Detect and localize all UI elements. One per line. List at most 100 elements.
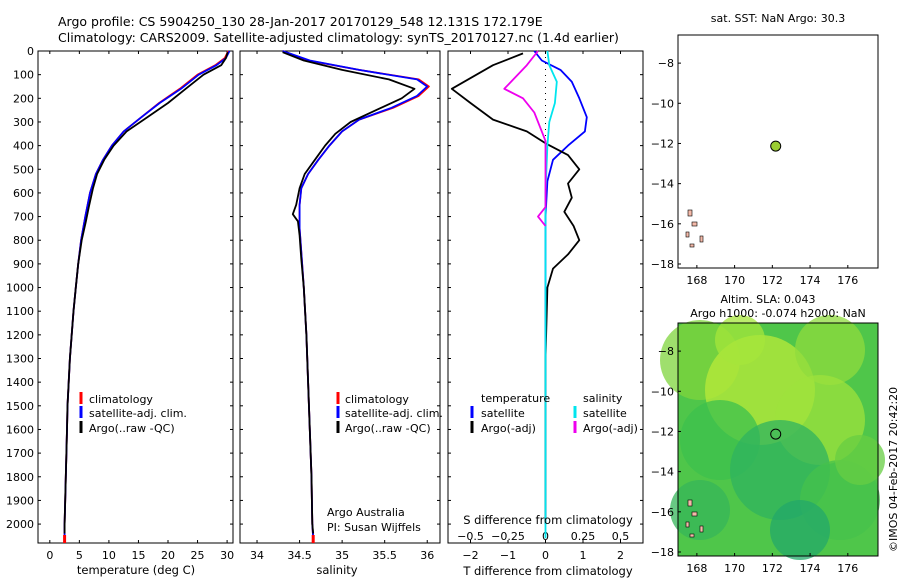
x-tick-label: 0 xyxy=(542,549,549,562)
difference-panel: −2 −1 0 1 2−0.5 −0.25 0 0.25 0.5 xyxy=(447,50,644,562)
x-tick-label: 2 xyxy=(617,549,624,562)
x-tick-label: 36 xyxy=(420,549,434,562)
legend-title-temperature: temperature xyxy=(481,392,550,405)
credit-text: ©IMOS 04-Feb-2017 20:42:20 xyxy=(887,386,900,552)
map-x-tick-label: 170 xyxy=(724,274,745,287)
x-tick-label: −1 xyxy=(500,549,516,562)
sla-blob xyxy=(795,315,865,385)
difference-top-xlabel: S difference from climatology xyxy=(463,513,633,527)
island xyxy=(687,499,693,507)
sla-blob xyxy=(670,480,730,540)
x-tick-label: 25 xyxy=(191,549,205,562)
top-x-tick-label: 0.25 xyxy=(571,530,596,543)
legend-label-argo: Argo(..raw -QC) xyxy=(89,422,175,435)
legend-label-temp-argo: Argo(-adj) xyxy=(481,422,536,435)
map-y-tick-label: −16 xyxy=(651,506,674,519)
map-y-tick-label: −18 xyxy=(651,258,674,271)
map-x-tick-label: 174 xyxy=(800,274,821,287)
temperature-panel: 0100200300400500600700800900100011001200… xyxy=(6,45,234,562)
map-background xyxy=(678,35,878,268)
map-x-tick-label: 174 xyxy=(800,562,821,575)
difference-xlabel: T difference from climatology xyxy=(462,564,633,578)
map-x-tick-label: 170 xyxy=(724,562,745,575)
series-line-satellite-adj-clim- xyxy=(63,50,231,539)
sla-map-title-line1: Altim. SLA: 0.043 xyxy=(720,293,815,306)
legend-label-climatology: climatology xyxy=(345,393,409,406)
island xyxy=(699,235,704,243)
legend-label-sal-satellite: satellite xyxy=(583,407,627,420)
map-y-tick-label: −16 xyxy=(651,218,674,231)
x-tick-label: 5 xyxy=(76,549,83,562)
legend-label-argo: Argo(..raw -QC) xyxy=(345,422,431,435)
annotation-pi: PI: Susan Wijffels xyxy=(327,521,421,534)
island xyxy=(691,511,698,517)
temperature-xlabel: temperature (deg C) xyxy=(77,563,195,577)
y-tick-label: 1300 xyxy=(6,353,34,366)
y-tick-label: 1000 xyxy=(6,282,34,295)
x-tick-label: 34.5 xyxy=(287,549,312,562)
series-line-temperature-satellite xyxy=(533,50,588,525)
y-tick-label: 100 xyxy=(13,69,34,82)
series-line-salinity-satellite xyxy=(544,50,558,539)
legend-label-satellite: satellite-adj. clim. xyxy=(345,407,443,420)
sst-map-panel: 168 170 172 174 176 −8 −10 −12 −14 −16 −18 xyxy=(651,34,879,287)
y-tick-label: 400 xyxy=(13,140,34,153)
legend-label-satellite: satellite-adj. clim. xyxy=(89,407,187,420)
legend-label-climatology: climatology xyxy=(89,393,153,406)
map-y-tick-label: −10 xyxy=(651,385,674,398)
sla-blob xyxy=(770,500,830,560)
map-x-tick-label: 172 xyxy=(762,562,783,575)
x-tick-label: 34 xyxy=(250,549,264,562)
top-x-tick-label: −0.5 xyxy=(457,530,484,543)
header-line-1: Argo profile: CS 5904250_130 28-Jan-2017… xyxy=(58,14,543,29)
island xyxy=(699,525,704,533)
plot-frame xyxy=(239,50,441,544)
x-tick-label: 10 xyxy=(102,549,116,562)
sla-map-title-line2: Argo h1000: -0.074 h2000: NaN xyxy=(690,307,866,320)
island xyxy=(685,521,690,528)
map-x-tick-label: 168 xyxy=(686,274,707,287)
y-tick-label: 1600 xyxy=(6,423,34,436)
x-tick-label: 1 xyxy=(580,549,587,562)
x-tick-label: 30 xyxy=(220,549,234,562)
temperature-legend: climatology satellite-adj. clim. Argo(..… xyxy=(79,392,187,435)
map-x-tick-label: 176 xyxy=(837,562,858,575)
difference-legend: temperature satellite Argo(-adj) salinit… xyxy=(470,392,638,435)
top-x-tick-label: 0.5 xyxy=(612,530,630,543)
x-tick-label: 35.5 xyxy=(372,549,397,562)
plot-frame xyxy=(37,50,234,544)
sst-map-title: sat. SST: NaN Argo: 30.3 xyxy=(711,12,845,25)
y-tick-label: 1400 xyxy=(6,376,34,389)
header-line-2: Climatology: CARS2009. Satellite-adjuste… xyxy=(58,30,619,45)
y-tick-label: 300 xyxy=(13,116,34,129)
y-tick-label: 1700 xyxy=(6,447,34,460)
map-y-tick-label: −8 xyxy=(658,57,674,70)
sla-blob xyxy=(835,435,885,485)
y-tick-label: 500 xyxy=(13,163,34,176)
map-y-tick-label: −18 xyxy=(651,546,674,559)
series-line-salinity-argo-adj- xyxy=(503,50,547,227)
x-tick-label: −2 xyxy=(462,549,478,562)
legend-title-salinity: salinity xyxy=(583,392,623,405)
y-tick-label: 700 xyxy=(13,211,34,224)
island xyxy=(689,533,695,538)
map-x-tick-label: 168 xyxy=(686,562,707,575)
argo-position-marker xyxy=(770,428,782,440)
map-y-tick-label: −8 xyxy=(658,345,674,358)
map-frame xyxy=(677,322,879,557)
series-line-temperature-argo-adj- xyxy=(450,52,581,525)
y-tick-label: 900 xyxy=(13,258,34,271)
map-y-tick-label: −14 xyxy=(651,178,674,191)
map-y-tick-label: −14 xyxy=(651,466,674,479)
salinity-panel: 34 34.5 35 35.5 36 xyxy=(239,50,441,562)
island xyxy=(689,243,695,248)
map-x-tick-label: 176 xyxy=(837,274,858,287)
island xyxy=(691,221,698,227)
map-frame xyxy=(677,34,879,269)
map-y-tick-label: −12 xyxy=(651,425,674,438)
island xyxy=(685,231,690,238)
y-tick-label: 600 xyxy=(13,187,34,200)
map-y-tick-label: −10 xyxy=(651,97,674,110)
series-line-climatology xyxy=(63,50,230,539)
